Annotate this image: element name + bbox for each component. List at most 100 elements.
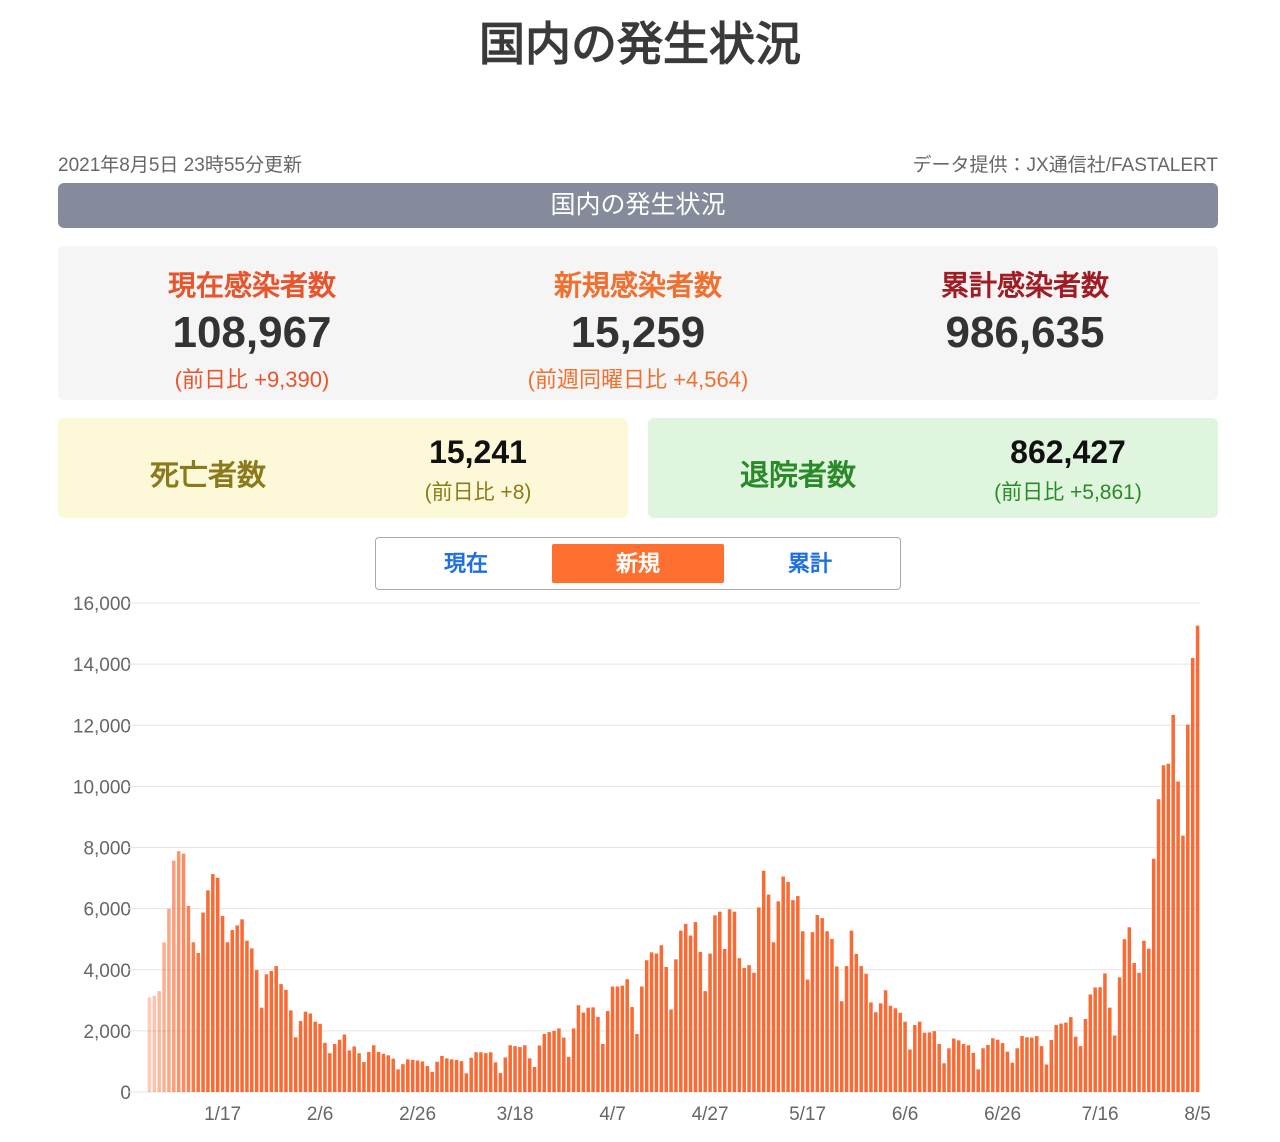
bar [1186, 724, 1190, 1092]
bar [259, 1007, 264, 1092]
bar [196, 952, 200, 1092]
stat-value: 986,635 [945, 308, 1105, 357]
bar [547, 1032, 551, 1092]
bar [956, 1040, 961, 1092]
bar [1010, 1062, 1015, 1092]
bar [1093, 987, 1097, 1092]
bar [1000, 1043, 1005, 1092]
bar [1044, 1064, 1049, 1092]
bar [254, 970, 259, 1092]
bar [971, 1052, 976, 1092]
bar [903, 1021, 907, 1092]
bar [1005, 1051, 1010, 1092]
bar [162, 942, 166, 1092]
bar [796, 896, 800, 1092]
bar [596, 1016, 600, 1092]
bar [1117, 977, 1122, 1092]
bar [693, 922, 698, 1092]
bar [474, 1052, 478, 1092]
bar [425, 1066, 430, 1092]
bar [757, 907, 761, 1092]
bar [1098, 987, 1102, 1092]
bar [571, 1028, 576, 1092]
bar [605, 1011, 610, 1092]
stat-label: 死亡者数 [149, 460, 266, 492]
bar [215, 877, 220, 1092]
bar [791, 900, 795, 1092]
bar [1132, 963, 1136, 1092]
stat-diff: (前日比 +8) [424, 481, 532, 504]
bar [991, 1038, 995, 1092]
y-tick-label: 12,000 [73, 716, 131, 737]
bar [766, 894, 771, 1092]
bar [1161, 765, 1166, 1092]
bar [298, 1021, 303, 1092]
bar [669, 1009, 673, 1092]
y-tick-label: 6,000 [83, 900, 131, 921]
bar [420, 1061, 425, 1092]
bar [718, 911, 722, 1092]
tab[interactable]: 新規 [552, 544, 724, 583]
bar [1015, 1048, 1019, 1092]
bar [825, 931, 829, 1092]
bar [679, 930, 683, 1092]
bar [591, 1007, 595, 1092]
bar [1034, 1036, 1039, 1092]
bar [172, 860, 176, 1092]
bar [323, 1042, 327, 1092]
bar [1103, 973, 1107, 1092]
stats-panel: 現在感染者数 108,967 (前日比 +9,390) 新規感染者数 15,25… [58, 246, 1218, 400]
bar [449, 1059, 454, 1092]
bar [401, 1064, 405, 1092]
bar [913, 1025, 917, 1092]
bar [620, 985, 625, 1092]
bar [883, 990, 888, 1092]
bar [459, 1061, 464, 1092]
bar [752, 972, 756, 1092]
bar [391, 1058, 395, 1092]
bar [157, 991, 161, 1092]
bar [318, 1023, 322, 1092]
bar [406, 1059, 410, 1092]
bar [1064, 1022, 1068, 1092]
bar [498, 1073, 503, 1092]
bar [713, 915, 717, 1092]
bar [630, 1007, 634, 1092]
bar [386, 1055, 391, 1092]
bar [493, 1062, 498, 1092]
bar [1142, 940, 1146, 1092]
bar [440, 1055, 444, 1092]
bar [191, 942, 196, 1092]
bar [1195, 625, 1200, 1092]
x-tick-label: 2/26 [399, 1104, 436, 1125]
bar [1127, 927, 1132, 1092]
bar [1147, 948, 1151, 1092]
bar [1025, 1037, 1029, 1092]
stat-label: 退院者数 [739, 460, 856, 492]
bar [869, 1002, 873, 1092]
bar [445, 1058, 449, 1092]
bar [552, 1030, 556, 1092]
bar [640, 986, 644, 1092]
bar [781, 876, 785, 1092]
bar [488, 1052, 493, 1092]
bar [264, 974, 269, 1092]
tab[interactable]: 現在 [443, 551, 488, 576]
bar [747, 965, 751, 1092]
stat-current: 現在感染者数 108,967 (前日比 +9,390) [62, 264, 442, 394]
bar [250, 948, 254, 1092]
tab[interactable]: 累計 [787, 551, 832, 576]
bar [961, 1044, 966, 1092]
bar [152, 995, 157, 1092]
bar [937, 1044, 941, 1092]
bar [625, 979, 629, 1092]
bar [362, 1062, 366, 1092]
bar [201, 912, 205, 1092]
bar [835, 966, 839, 1092]
stat-diff: (前週同曜日比 +4,564) [527, 367, 749, 392]
bar [742, 967, 746, 1092]
bar [532, 1066, 537, 1092]
bar [376, 1051, 381, 1092]
bar [1083, 1018, 1088, 1092]
bar [269, 970, 274, 1092]
